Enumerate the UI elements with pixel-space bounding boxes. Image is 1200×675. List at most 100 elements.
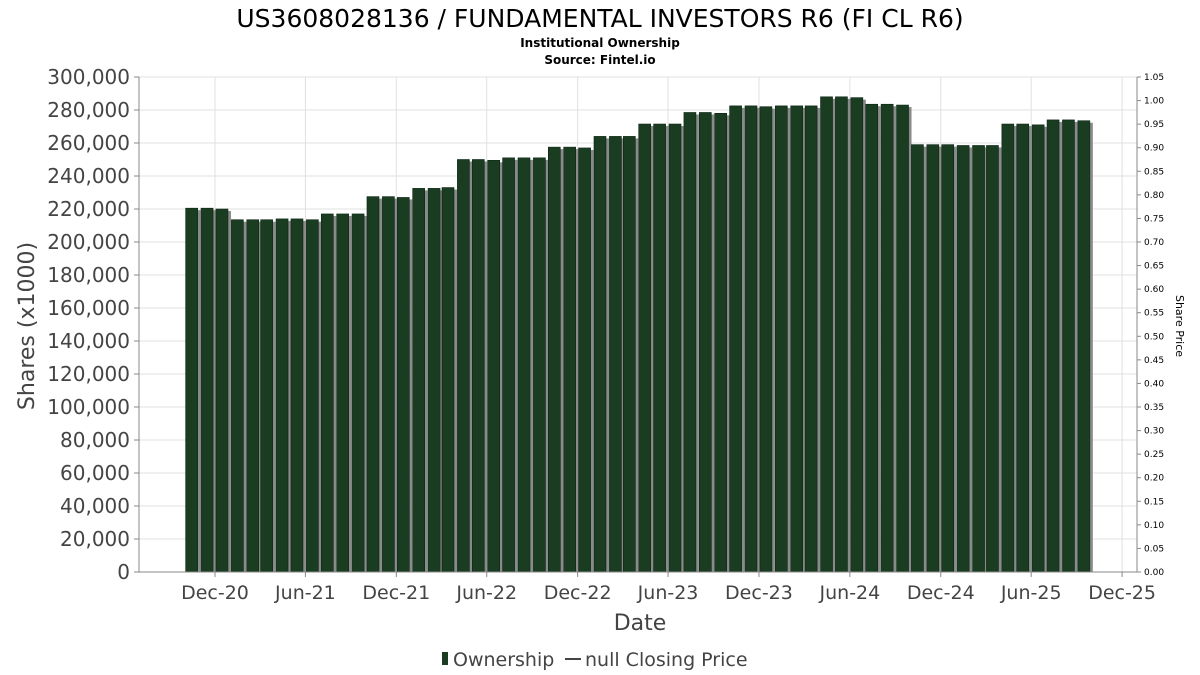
ownership-bar <box>320 213 334 573</box>
ownership-bar <box>896 104 909 573</box>
ownership-bar <box>1062 119 1075 573</box>
ownership-bar <box>683 112 697 573</box>
y2-tick-label: 0.55 <box>1144 309 1164 319</box>
ownership-bar <box>729 105 742 573</box>
y-tick-label: 0 <box>117 560 130 584</box>
ownership-bar <box>623 136 636 573</box>
y2-tick-label: 0.35 <box>1144 403 1164 413</box>
ownership-bar <box>396 197 410 573</box>
ownership-bar <box>366 196 380 573</box>
x-tick-label: Dec-24 <box>907 582 975 604</box>
ownership-bar <box>956 145 970 573</box>
ownership-bar <box>1016 123 1030 573</box>
ownership-bar <box>275 218 289 573</box>
ownership-bar <box>653 123 666 573</box>
ownership-bar <box>351 213 365 573</box>
ownership-bar <box>517 157 531 573</box>
ownership-bar <box>185 207 198 573</box>
y-axis-label: Shares (x1000) <box>15 242 40 410</box>
x-tick-label: Jun-24 <box>819 582 881 604</box>
y2-tick-label: 0.80 <box>1144 191 1164 201</box>
y-tick-label: 160,000 <box>47 296 130 320</box>
ownership-bar <box>563 146 576 573</box>
ownership-bar <box>306 219 319 573</box>
ownership-bar <box>759 106 773 573</box>
ownership-bar <box>668 123 682 573</box>
ownership-bar <box>290 218 304 573</box>
ownership-bar <box>1046 119 1060 573</box>
ownership-bar <box>336 213 349 573</box>
y-tick-label: 140,000 <box>47 329 130 353</box>
ownership-bar <box>231 219 244 573</box>
y-tick-label: 240,000 <box>47 164 130 188</box>
ownership-bar <box>865 103 879 573</box>
ownership-bar <box>926 144 940 573</box>
ownership-bar <box>441 187 455 573</box>
y-tick-label: 80,000 <box>60 428 130 452</box>
y-tick-label: 120,000 <box>47 362 130 386</box>
y2-tick-label: 0.75 <box>1144 214 1164 224</box>
ownership-bar <box>699 112 712 573</box>
ownership-bar <box>714 113 728 573</box>
ownership-bars <box>185 96 1093 573</box>
y2-tick-label: 0.10 <box>1144 521 1164 531</box>
y2-tick-label: 0.70 <box>1144 238 1164 248</box>
ownership-bar <box>1031 124 1045 573</box>
y-tick-label: 260,000 <box>47 131 130 155</box>
x-tick-label: Dec-20 <box>181 582 249 604</box>
x-tick-label: Jun-25 <box>1000 582 1062 604</box>
y-axis-ticks: 0 20,000 40,000 60,000 80,000 100,000 120,000 1… <box>47 65 139 584</box>
y2-tick-label: 0.50 <box>1144 332 1164 342</box>
x-tick-label: Jun-21 <box>274 582 336 604</box>
ownership-bar <box>200 207 214 573</box>
y2-tick-label: 1.00 <box>1144 97 1164 107</box>
ownership-bar <box>986 145 999 573</box>
legend-ownership-label: Ownership <box>453 649 554 671</box>
y-tick-label: 200,000 <box>47 230 130 254</box>
x-tick-label: Dec-23 <box>725 582 793 604</box>
ownership-bar <box>835 96 848 573</box>
y2-tick-label: 0.25 <box>1144 450 1164 460</box>
chart-title: US3608028136 / FUNDAMENTAL INVESTORS R6 … <box>236 4 963 33</box>
x-tick-label: Jun-23 <box>637 582 699 604</box>
ownership-bar <box>547 146 561 573</box>
ownership-bar <box>260 219 273 573</box>
ownership-bar <box>427 188 441 573</box>
y-tick-label: 220,000 <box>47 197 130 221</box>
y2-tick-label: 0.30 <box>1144 427 1164 437</box>
y2-tick-label: 0.15 <box>1144 497 1164 507</box>
y-tick-label: 60,000 <box>60 461 130 485</box>
y-tick-label: 280,000 <box>47 98 130 122</box>
ownership-bar <box>880 103 894 573</box>
legend: Ownership null Closing Price <box>442 649 748 671</box>
ownership-bar <box>471 159 485 573</box>
ownership-bar <box>502 157 515 573</box>
ownership-bar <box>578 147 591 573</box>
ownership-bar <box>775 105 788 573</box>
ownership-bar <box>215 208 229 573</box>
x-axis-label: Date <box>614 611 667 636</box>
y2-tick-label: 0.45 <box>1144 356 1164 366</box>
ownership-bar <box>638 123 652 573</box>
ownership-bar <box>804 105 818 573</box>
legend-ownership-swatch <box>442 652 448 665</box>
y-tick-label: 40,000 <box>60 494 130 518</box>
ownership-bar <box>911 144 924 573</box>
y2-axis-label: Share Price <box>1173 295 1186 357</box>
y2-tick-label: 0.65 <box>1144 262 1164 272</box>
ownership-bar <box>533 157 546 573</box>
y2-tick-label: 0.85 <box>1144 167 1164 177</box>
y2-tick-label: 0.60 <box>1144 285 1164 295</box>
ownership-bar <box>1077 120 1091 573</box>
y2-tick-label: 0.90 <box>1144 144 1164 154</box>
legend-price-label: null Closing Price <box>585 649 748 671</box>
x-tick-label: Dec-22 <box>544 582 612 604</box>
y-tick-label: 20,000 <box>60 527 130 551</box>
x-tick-label: Dec-21 <box>362 582 430 604</box>
y2-axis-ticks: 0.00 0.05 0.10 0.15 0.20 0.25 0.30 0.35 0.40 0.45… <box>1137 73 1164 578</box>
x-tick-label: Jun-22 <box>455 582 517 604</box>
ownership-bar <box>593 136 607 573</box>
ownership-bar <box>1001 123 1015 573</box>
x-axis-ticks: Dec-20 Jun-21 Dec-21 Jun-22 Dec-22 Jun-23 Dec-… <box>181 572 1156 604</box>
